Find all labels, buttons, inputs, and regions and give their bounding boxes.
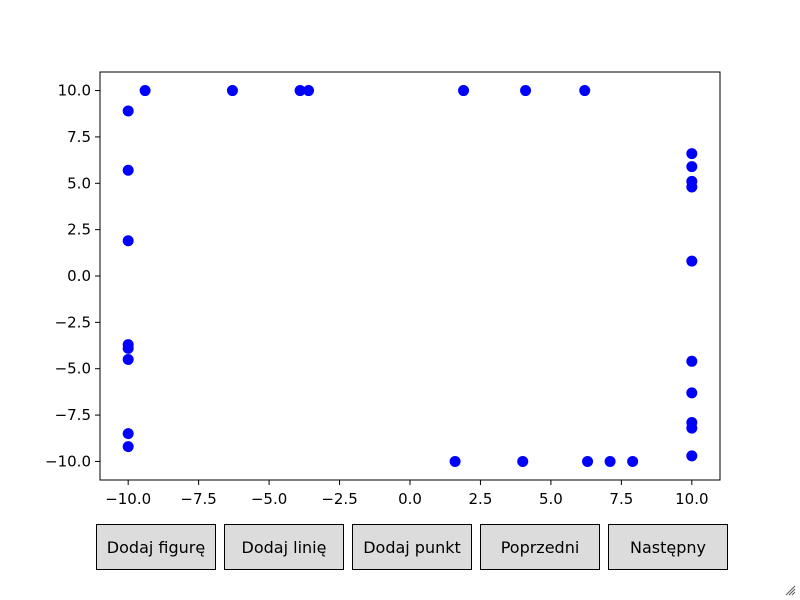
data-point	[122, 164, 134, 176]
data-point	[449, 455, 461, 467]
y-tick-label: −7.5	[55, 406, 91, 424]
data-point	[686, 255, 698, 267]
points-layer	[122, 85, 698, 467]
data-point	[686, 148, 698, 160]
x-tick-label: −10.0	[105, 490, 151, 508]
y-tick-label: 10.0	[58, 82, 91, 100]
data-point	[226, 85, 238, 97]
x-tick-label: 7.5	[609, 490, 633, 508]
y-tick-label: −10.0	[45, 452, 91, 470]
x-tick-label: −7.5	[180, 490, 216, 508]
x-tick-label: 10.0	[675, 490, 708, 508]
data-point	[294, 85, 306, 97]
data-point	[686, 387, 698, 399]
x-tick-label: 5.0	[539, 490, 563, 508]
y-tick-label: −2.5	[55, 313, 91, 331]
data-point	[303, 85, 315, 97]
y-tick-label: 7.5	[67, 128, 91, 146]
data-point	[579, 85, 591, 97]
scatter-chart: −10.0 −7.5 −5.0 −2.5 0.0 2.5 5.0 7.5 10.0 −10.0−…	[45, 71, 721, 508]
y-tick-label: −5.0	[55, 360, 91, 378]
data-point	[122, 353, 134, 365]
y-tick-label: 2.5	[67, 221, 91, 239]
data-point	[122, 105, 134, 117]
y-tick-label: 0.0	[67, 267, 91, 285]
data-point	[520, 85, 532, 97]
data-point	[686, 422, 698, 434]
next-button[interactable]: Następny	[608, 524, 728, 570]
axes-frame	[99, 71, 721, 481]
data-point	[582, 455, 594, 467]
x-ticks: −10.0 −7.5 −5.0 −2.5 0.0 2.5 5.0 7.5 10.0	[105, 480, 709, 508]
data-point	[517, 455, 529, 467]
data-point	[686, 355, 698, 367]
y-ticks: −10.0 −7.5 −5.0 −2.5 0.0 2.5 5.0 7.5 10.0	[45, 82, 100, 470]
x-tick-label: −2.5	[321, 490, 357, 508]
data-point	[122, 428, 134, 440]
x-tick-label: 0.0	[398, 490, 422, 508]
add-point-button[interactable]: Dodaj punkt	[352, 524, 472, 570]
x-tick-label: −5.0	[251, 490, 287, 508]
data-point	[458, 85, 470, 97]
data-point	[686, 161, 698, 173]
add-figure-button[interactable]: Dodaj figurę	[96, 524, 216, 570]
add-line-button[interactable]: Dodaj linię	[224, 524, 344, 570]
data-point	[686, 181, 698, 193]
data-point	[122, 235, 134, 247]
resize-grip-icon[interactable]	[784, 584, 796, 596]
data-point	[139, 85, 151, 97]
data-point	[122, 441, 134, 453]
y-tick-label: 5.0	[67, 174, 91, 192]
x-tick-label: 2.5	[469, 490, 493, 508]
previous-button[interactable]: Poprzedni	[480, 524, 600, 570]
data-point	[122, 342, 134, 354]
data-point	[604, 455, 616, 467]
data-point	[627, 455, 639, 467]
data-point	[686, 450, 698, 462]
